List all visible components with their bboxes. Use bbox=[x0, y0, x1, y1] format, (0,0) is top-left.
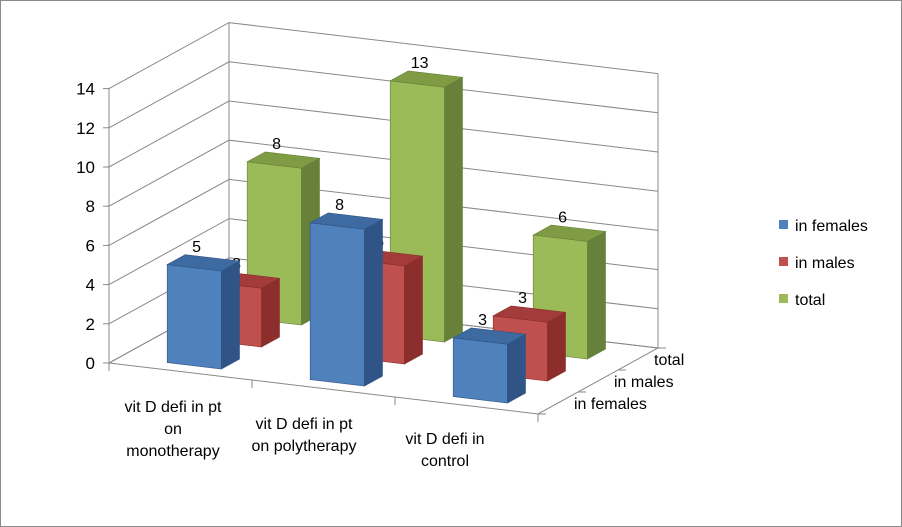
x-category-label-line: control bbox=[421, 453, 469, 470]
chart-walls bbox=[107, 22, 660, 415]
legend-swatch bbox=[779, 294, 788, 303]
data-label: 5 bbox=[192, 239, 201, 256]
y-axis: 0 2 4 6 8 10 12 14 bbox=[76, 80, 109, 373]
bar-in-females-1: 5 bbox=[166, 239, 241, 370]
bar-side bbox=[404, 255, 423, 365]
y-tick-label: 10 bbox=[76, 158, 95, 177]
legend-label: in males bbox=[795, 255, 855, 272]
data-label: 13 bbox=[411, 55, 429, 72]
data-label: 8 bbox=[272, 136, 281, 153]
x-category-label: vit D defi in pt on monotherapy bbox=[125, 399, 222, 460]
x-category-label: vit D defi in control bbox=[405, 431, 484, 470]
gridline bbox=[108, 61, 659, 129]
depth-label: total bbox=[654, 352, 684, 369]
legend-label: in females bbox=[795, 218, 868, 235]
y-tick-label: 2 bbox=[86, 315, 95, 334]
bar-side bbox=[364, 218, 383, 387]
depth-label: in males bbox=[614, 374, 674, 391]
y-tick-label: 14 bbox=[76, 80, 95, 99]
y-tick-label: 4 bbox=[86, 276, 95, 295]
x-category-label-line: on polytherapy bbox=[252, 438, 357, 455]
x-category-label-line: vit D defi in pt bbox=[125, 399, 222, 416]
legend-swatch bbox=[779, 220, 788, 229]
x-category-label-line: vit D defi in pt bbox=[256, 416, 353, 433]
bar-top bbox=[492, 305, 567, 323]
x-category-label-line: vit D defi in bbox=[405, 431, 484, 448]
y-tick-label: 6 bbox=[86, 236, 95, 255]
data-label: 6 bbox=[558, 209, 567, 226]
gridline bbox=[108, 139, 659, 207]
x-category-label-line: on bbox=[164, 421, 182, 438]
bar-front bbox=[452, 337, 508, 404]
bar-side bbox=[547, 311, 566, 382]
data-label: 3 bbox=[518, 290, 527, 307]
bar-top bbox=[532, 224, 607, 242]
bar-top bbox=[309, 212, 384, 230]
x-category-label-line: monotherapy bbox=[126, 443, 219, 460]
data-label: 3 bbox=[478, 312, 487, 329]
depth-label: in females bbox=[574, 396, 647, 413]
bar-side bbox=[444, 76, 463, 343]
gridline bbox=[108, 22, 659, 90]
bar-side bbox=[261, 277, 280, 348]
depth-axis: in females in males total bbox=[538, 347, 684, 415]
bar-in-females-2: 8 bbox=[309, 197, 384, 387]
bar-side bbox=[587, 230, 606, 360]
bar-in-females-3: 3 bbox=[452, 312, 527, 404]
bar-front bbox=[309, 222, 365, 387]
bar-top bbox=[166, 254, 241, 272]
bar-side bbox=[507, 333, 526, 404]
gridline bbox=[108, 100, 659, 168]
bar-side bbox=[221, 260, 240, 370]
bar-top bbox=[452, 327, 527, 345]
legend-swatch bbox=[779, 257, 788, 266]
legend-label: total bbox=[795, 292, 825, 309]
legend: in females in males total bbox=[779, 218, 868, 309]
y-tick-label: 12 bbox=[76, 119, 95, 138]
y-tick-label: 0 bbox=[86, 354, 95, 373]
bar-top bbox=[389, 70, 464, 88]
bars: 8136353583 bbox=[166, 55, 607, 404]
bar-front bbox=[166, 264, 222, 370]
data-label: 8 bbox=[335, 197, 344, 214]
x-category-label: vit D defi in pt on polytherapy bbox=[252, 416, 357, 455]
bar-top bbox=[246, 151, 321, 169]
y-tick-label: 8 bbox=[86, 197, 95, 216]
